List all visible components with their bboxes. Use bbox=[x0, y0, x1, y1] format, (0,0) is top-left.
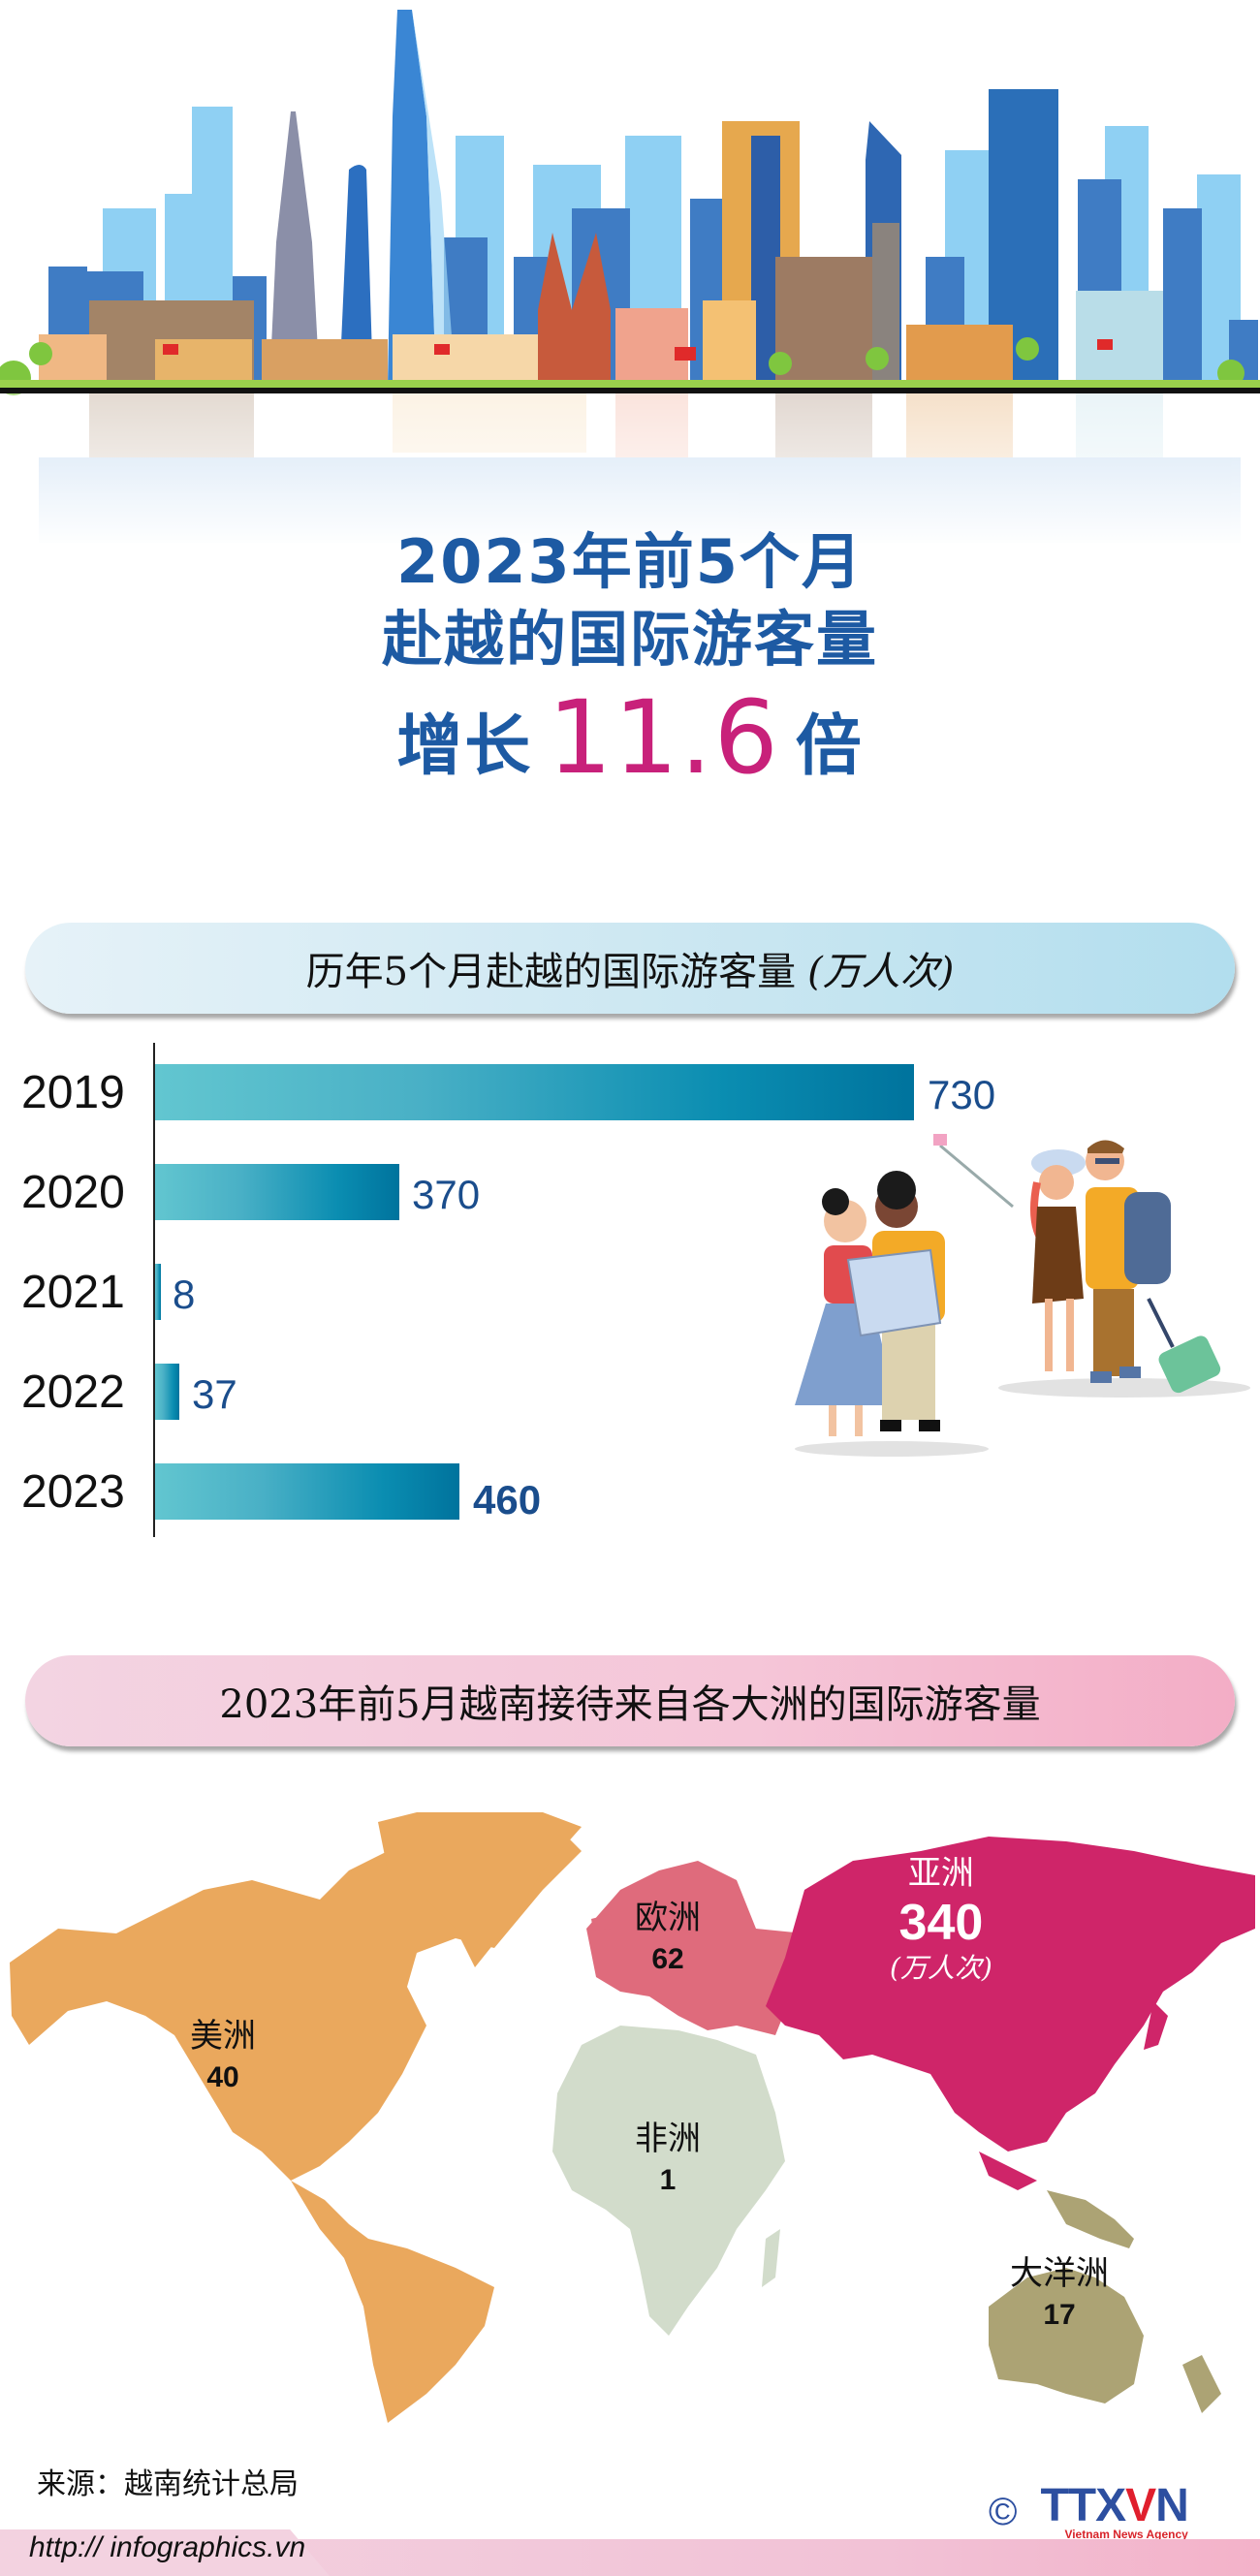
logo-text-v: V bbox=[1125, 2480, 1156, 2531]
oceania-label: 大洋洲 17 bbox=[1010, 2253, 1109, 2337]
continent-name: 欧洲 bbox=[635, 1899, 701, 1937]
bar-row-2022: 2022 37 bbox=[0, 1364, 775, 1422]
year-label: 2021 bbox=[21, 1267, 125, 1318]
headline-growth-number: 11.6 bbox=[548, 678, 780, 797]
continent-value: 62 bbox=[651, 1943, 684, 1975]
asia-label: 亚洲 340 (万人次) bbox=[890, 1853, 992, 1985]
value-label: 37 bbox=[192, 1371, 237, 1417]
value-label: 730 bbox=[928, 1072, 996, 1117]
bar bbox=[155, 1463, 459, 1520]
asia-shape bbox=[766, 1837, 1255, 2152]
headline-line-1: 2023年前5个月 bbox=[396, 526, 864, 597]
map-title-banner: 2023年前5月越南接待来自各大洲的国际游客量 bbox=[25, 1655, 1235, 1746]
ttxvn-logo: © TTXVN Vietnam News Agency bbox=[989, 2480, 1189, 2542]
logo-text-ttx: TTX bbox=[1040, 2480, 1126, 2531]
bar-row-2021: 2021 8 bbox=[0, 1264, 775, 1322]
bar bbox=[155, 1364, 179, 1420]
continent-value: 340 bbox=[898, 1895, 984, 1951]
logo-tagline: Vietnam News Agency bbox=[1064, 2528, 1188, 2541]
tourists-illustration bbox=[775, 1115, 1260, 1463]
website-link[interactable]: http:// infographics.vn bbox=[29, 2531, 306, 2563]
africa-shape bbox=[552, 2026, 785, 2336]
continent-value: 17 bbox=[1043, 2299, 1076, 2331]
year-label: 2022 bbox=[21, 1367, 125, 1418]
headline-line-2: 赴越的国际游客量 bbox=[381, 604, 878, 675]
oceania-shape bbox=[1047, 2190, 1134, 2248]
headline-growth-prefix: 增长 bbox=[396, 708, 533, 785]
europe-label: 欧洲 62 bbox=[635, 1898, 701, 1981]
source-note: 来源：越南统计总局 bbox=[37, 2467, 299, 2501]
yearly-visitors-bar-chart: 2019 730 2020 370 2021 8 2022 37 2023 46… bbox=[0, 1037, 995, 1541]
world-map: 美洲 40 欧洲 62 亚洲 340 (万人次) 非洲 1 大洋洲 17 bbox=[0, 1783, 1260, 2423]
headline-growth-suffix: 倍 bbox=[795, 708, 864, 785]
map-title: 2023年前5月越南接待来自各大洲的国际游客量 bbox=[219, 1682, 1041, 1727]
year-label: 2019 bbox=[21, 1067, 125, 1118]
bar bbox=[155, 1064, 914, 1120]
continent-name: 非洲 bbox=[635, 2120, 701, 2158]
europe-shape bbox=[586, 1861, 804, 2035]
ttxvn-wordmark: TTXVN Vietnam News Agency bbox=[1040, 2480, 1189, 2542]
americas-label: 美洲 40 bbox=[190, 2016, 256, 2099]
bar bbox=[155, 1264, 161, 1320]
bar-chart-title: 历年5个月赴越的国际游客量 bbox=[305, 950, 797, 994]
year-label: 2023 bbox=[21, 1466, 125, 1518]
continent-name: 亚洲 bbox=[907, 1854, 974, 1893]
bar-row-2023: 2023 460 bbox=[0, 1463, 775, 1523]
headline-line-3: 增长 11.6 倍 bbox=[0, 684, 1260, 801]
logo-text-n: N bbox=[1155, 2480, 1189, 2531]
chart-axis-line bbox=[153, 1043, 155, 1537]
value-label: 460 bbox=[473, 1477, 542, 1523]
bar-chart-unit: (万人次) bbox=[807, 950, 955, 994]
bar bbox=[155, 1164, 399, 1220]
continent-name: 美洲 bbox=[190, 2017, 256, 2056]
year-label: 2020 bbox=[21, 1167, 125, 1218]
headline: 2023年前5个月 赴越的国际游客量 增长 11.6 倍 bbox=[0, 523, 1260, 801]
africa-label: 非洲 1 bbox=[635, 2119, 701, 2202]
bar-row-2019: 2019 730 bbox=[0, 1064, 995, 1122]
continent-name: 大洋洲 bbox=[1010, 2254, 1109, 2293]
continent-value: 1 bbox=[659, 2164, 677, 2196]
continent-value: 40 bbox=[206, 2061, 239, 2093]
value-label: 370 bbox=[412, 1172, 481, 1217]
bar-row-2020: 2020 370 bbox=[0, 1164, 775, 1222]
continent-unit: (万人次) bbox=[890, 1952, 992, 1984]
americas-shape bbox=[10, 1832, 582, 2181]
bar-chart-title-banner: 历年5个月赴越的国际游客量 (万人次) bbox=[25, 923, 1235, 1014]
city-skyline-illustration bbox=[0, 0, 1260, 543]
value-label: 8 bbox=[173, 1272, 196, 1317]
footer-url-tab bbox=[0, 2529, 330, 2576]
copyright-icon: © bbox=[989, 2490, 1018, 2533]
